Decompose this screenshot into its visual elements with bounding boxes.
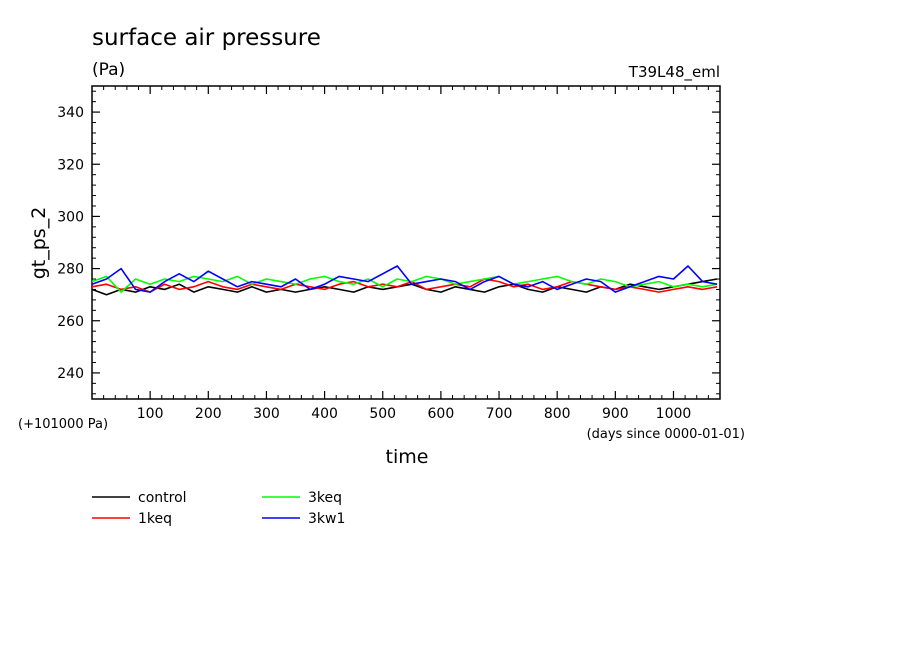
chart-title: surface air pressure [92,25,321,51]
legend-label-3kw1: 3kw1 [308,511,345,527]
series-line-1keq [91,278,718,293]
series-layer [91,265,718,296]
y-tick-label: 260 [57,314,84,330]
units-label: (Pa) [92,60,125,80]
y-tick-label: 300 [57,209,84,225]
series-line-3kw1 [91,265,718,293]
x-tick-label: 400 [311,406,338,422]
x-tick-label: 700 [486,406,513,422]
x-tick-label: 200 [195,406,222,422]
plot-area: 100 200 300 400 500 600 700 800 900 1000 240 260 280… [57,85,721,422]
y-axis-label: gt_ps_2 [28,207,50,280]
y-tick-label: 320 [57,157,84,173]
x-tick-label: 600 [428,406,455,422]
x-tick-label: 100 [137,406,164,422]
x-unit-note: (days since 0000-01-01) [587,427,745,442]
y-offset-note: (+101000 Pa) [18,417,108,432]
x-tick-label: 800 [544,406,571,422]
series-line-3keq [91,275,718,293]
x-tick-label: 500 [369,406,396,422]
ticks-layer: 100 200 300 400 500 600 700 800 900 1000 240 260 280… [57,86,720,422]
x-tick-label: 300 [253,406,280,422]
y-tick-label: 240 [57,366,84,382]
x-tick-label: 1000 [656,406,692,422]
legend-label-1keq: 1keq [138,511,172,527]
legend: control 1keq 3keq 3kw1 [92,490,345,527]
x-tick-label: 900 [602,406,629,422]
legend-label-control: control [138,490,187,506]
legend-label-3keq: 3keq [308,490,342,506]
y-tick-label: 340 [57,105,84,121]
experiment-label: T39L48_eml [628,63,720,82]
y-tick-label: 280 [57,262,84,278]
x-axis-label: time [386,446,429,468]
